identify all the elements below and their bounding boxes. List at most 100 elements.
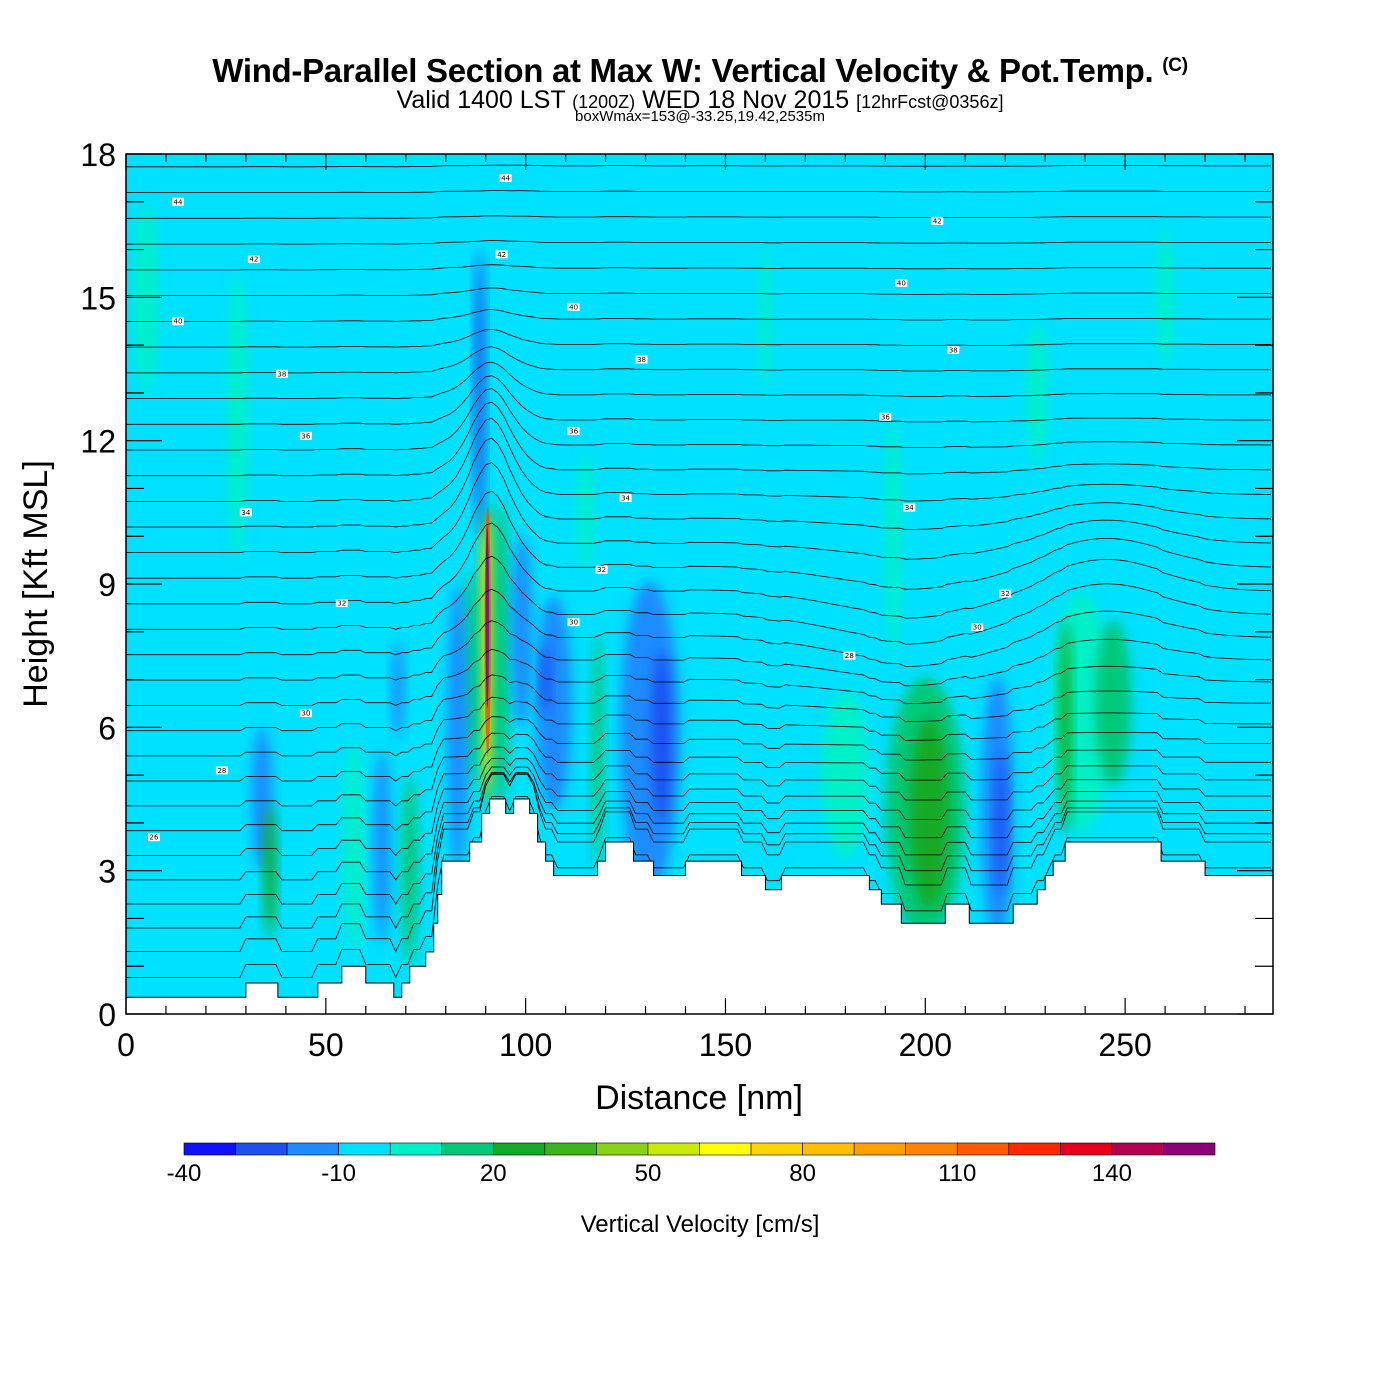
contour-label-box	[971, 623, 984, 631]
theta-contour-line	[126, 522, 1272, 619]
contour-label: 30	[569, 619, 578, 627]
contour-label-box	[567, 302, 580, 311]
contour-label: 28	[845, 652, 854, 660]
colorbar-swatch	[647, 1142, 700, 1156]
plot-area: 44 44 42 42 42 40 40 40 38 38 38 36 36 36 34 34 34 32 32 32…	[126, 140, 1273, 1014]
theta-contour-line	[126, 696, 1271, 757]
velocity-cell	[885, 416, 902, 656]
contour-label: 34	[621, 495, 630, 503]
contour-label: 30	[301, 710, 310, 718]
colorbar-swatch	[1111, 1142, 1164, 1156]
theta-contour-line	[126, 758, 1271, 857]
contour-label: 32	[1001, 590, 1010, 598]
theta-contour-line	[126, 732, 1271, 807]
contour-label: 32	[597, 566, 606, 574]
theta-contour-line	[126, 309, 1271, 322]
contour-label: 44	[173, 198, 182, 206]
colorbar-tick-label: 50	[635, 1160, 662, 1187]
valid-time-line: Valid 1400 LST (1200Z) WED 18 Nov 2015 […	[396, 86, 1004, 114]
contour-label-box	[619, 494, 632, 502]
contour-label: 32	[337, 600, 346, 608]
theta-contour-line	[126, 140, 1271, 141]
contour-label-box	[275, 369, 288, 378]
velocity-cell	[1095, 619, 1132, 788]
velocity-cell	[474, 249, 485, 537]
theta-contour-line	[126, 774, 1271, 929]
colorbar-swatch	[235, 1142, 288, 1156]
velocity-cell	[401, 775, 418, 967]
contour-label-box	[567, 618, 580, 627]
velocity-cell	[995, 751, 1008, 895]
contour-label-box	[299, 431, 312, 440]
theta-contour-line	[126, 215, 1271, 219]
colorbar-swatch	[1008, 1142, 1061, 1156]
colorbar-swatch	[338, 1142, 391, 1156]
velocity-cell	[447, 584, 468, 871]
velocity-cell	[373, 751, 390, 943]
contour-label-box	[843, 651, 856, 660]
contour-label-box	[499, 173, 512, 182]
contour-label: 38	[949, 346, 958, 354]
y-tick-label: 9	[98, 567, 116, 603]
colorbar-label: Vertical Velocity [cm/s]	[581, 1211, 820, 1238]
contour-label-box	[147, 833, 160, 842]
colorbar-tick-label: 20	[480, 1160, 507, 1187]
colorbar-swatch	[853, 1142, 907, 1156]
y-tick-label: 18	[80, 137, 116, 173]
contour-label-box	[171, 317, 184, 326]
colorbar-swatch	[183, 1142, 236, 1156]
contour-label-box	[299, 709, 312, 717]
colorbar-swatch	[699, 1142, 752, 1156]
contour-label-box	[635, 355, 648, 364]
contour-label: 38	[277, 370, 286, 378]
theta-contour-line	[126, 328, 1271, 348]
theta-contour-line	[126, 346, 1271, 374]
colorbar-swatch	[802, 1142, 855, 1156]
contour-label-box	[567, 427, 580, 436]
theta-contour-labels: 44 44 42 42 42 40 40 40 38 38 38 36 36 36 34 34 34 32 32 32…	[147, 173, 1012, 842]
velocity-cell	[263, 803, 276, 938]
contour-label: 40	[569, 303, 578, 311]
contour-label: 28	[217, 767, 226, 775]
colorbar-tick-label: 110	[938, 1160, 976, 1187]
colorbar-swatch	[492, 1142, 546, 1156]
theta-contour-line	[126, 772, 1271, 953]
x-tick-label: 200	[899, 1027, 952, 1063]
chart-title: Wind-Parallel Section at Max W: Vertical…	[212, 52, 1188, 89]
theta-contour-line	[126, 796, 1271, 979]
velocity-cell	[651, 650, 672, 823]
contour-label: 40	[173, 318, 182, 326]
velocity-cell	[591, 631, 604, 871]
contour-label: 38	[637, 356, 646, 364]
colorbar-tick-label: 80	[789, 1160, 816, 1187]
x-axis: 0 50 100 150 200 250	[117, 154, 1246, 1063]
contour-label: 42	[497, 251, 506, 259]
theta-contour-line	[126, 674, 1271, 732]
x-axis-label: Distance [nm]	[595, 1079, 803, 1117]
colorbar-swatch	[905, 1142, 958, 1156]
theta-contour-line	[126, 361, 1271, 400]
colorbar-swatch	[956, 1142, 1010, 1156]
theta-contour-line	[126, 746, 1271, 832]
contour-label-box	[947, 345, 960, 354]
theta-contour-line	[126, 588, 1272, 667]
copyright-mark: (C)	[1162, 55, 1188, 76]
colorbar-swatch	[544, 1142, 597, 1156]
contour-label: 26	[150, 834, 159, 842]
theta-contour-line	[126, 490, 1272, 590]
contour-label: 42	[249, 256, 258, 264]
contour-label-box	[931, 216, 944, 225]
velocity-cell	[391, 641, 404, 737]
terrain-profile	[126, 798, 1273, 1014]
theta-contour-line	[126, 555, 1272, 645]
contour-label-box	[215, 766, 228, 775]
colorbar-swatch	[1060, 1142, 1113, 1156]
theta-contour-line	[126, 375, 1271, 425]
theta-contour-line	[126, 417, 1271, 502]
theta-contour-line	[126, 772, 1271, 905]
velocity-cell	[485, 526, 490, 709]
theta-contour-line	[126, 437, 1271, 530]
contour-label-box	[335, 599, 348, 608]
x-tick-label: 0	[117, 1027, 135, 1063]
